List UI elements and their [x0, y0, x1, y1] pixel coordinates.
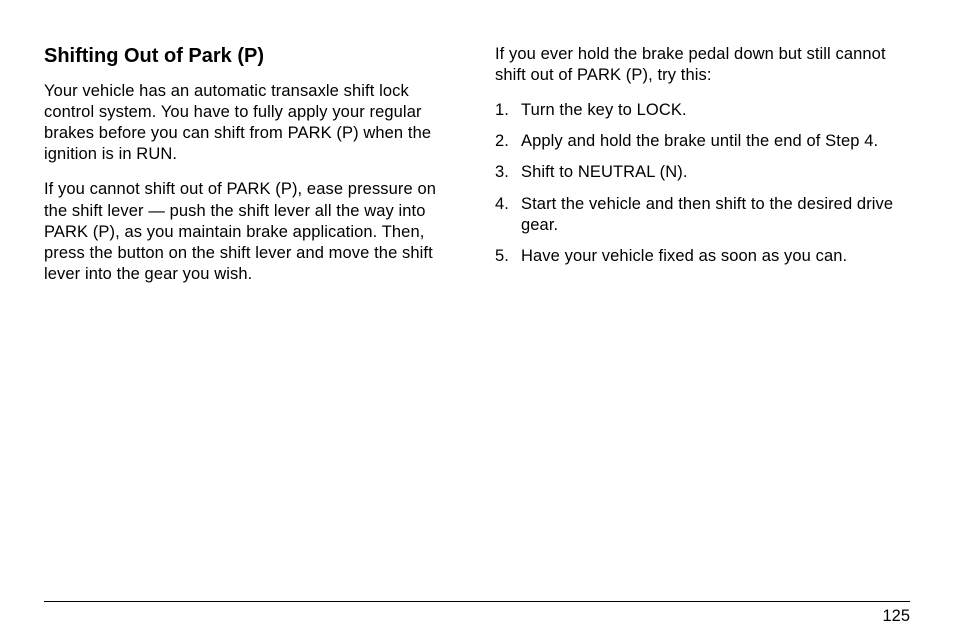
footer-rule [44, 601, 910, 602]
page-number: 125 [882, 607, 910, 626]
manual-page: Shifting Out of Park (P) Your vehicle ha… [0, 0, 954, 636]
step-item: Shift to NEUTRAL (N). [495, 162, 910, 183]
intro-paragraph: If you ever hold the brake pedal down bu… [495, 44, 910, 86]
section-heading: Shifting Out of Park (P) [44, 44, 459, 69]
step-item: Have your vehicle fixed as soon as you c… [495, 246, 910, 267]
body-paragraph: If you cannot shift out of PARK (P), eas… [44, 179, 459, 285]
body-paragraph: Your vehicle has an automatic transaxle … [44, 81, 459, 165]
step-item: Apply and hold the brake until the end o… [495, 131, 910, 152]
numbered-steps: Turn the key to LOCK. Apply and hold the… [495, 100, 910, 267]
right-column: If you ever hold the brake pedal down bu… [495, 44, 910, 285]
left-column: Shifting Out of Park (P) Your vehicle ha… [44, 44, 459, 285]
step-item: Start the vehicle and then shift to the … [495, 194, 910, 236]
step-item: Turn the key to LOCK. [495, 100, 910, 121]
two-column-layout: Shifting Out of Park (P) Your vehicle ha… [44, 44, 910, 285]
